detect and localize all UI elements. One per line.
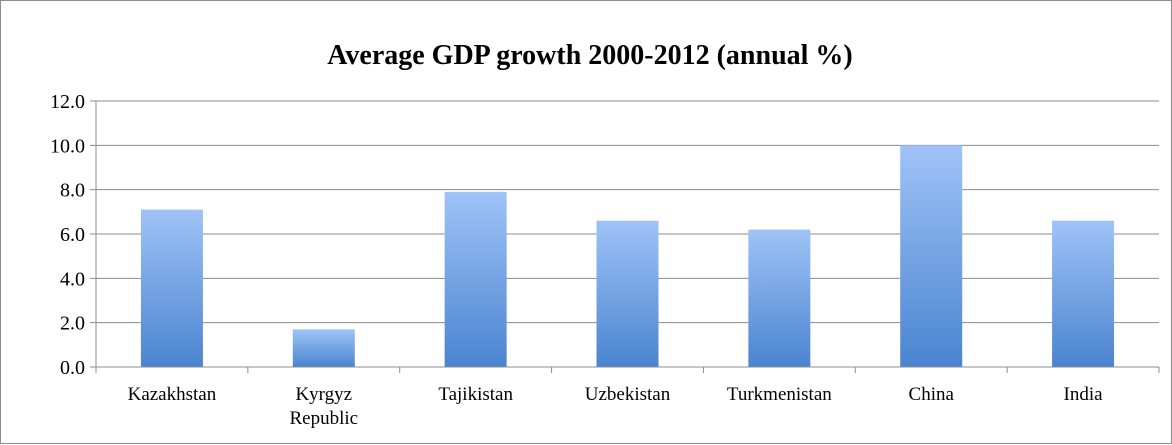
x-category-label: Uzbekistan — [585, 384, 671, 405]
x-category-labels: Kazakhstan Kyrgyz Republic Tajikistan Uzbeki… — [128, 384, 1104, 429]
bar — [900, 145, 963, 367]
axes — [95, 101, 1160, 373]
bar — [140, 209, 203, 367]
y-tick-label: 12.0 — [50, 91, 85, 113]
x-category-label: Kyrgyz — [295, 384, 352, 405]
y-tick-label: 2.0 — [60, 313, 85, 335]
y-tick-label: 8.0 — [60, 180, 85, 202]
y-tick-label: 6.0 — [60, 224, 85, 246]
x-category-label: Kazakhstan — [128, 384, 217, 405]
bar — [748, 229, 811, 367]
bar — [596, 220, 659, 367]
y-tick-labels: 0.0 2.0 4.0 6.0 8.0 10.0 12.0 — [50, 91, 85, 379]
x-category-label: Tajikistan — [438, 384, 513, 405]
bar — [292, 329, 355, 367]
chart-title: Average GDP growth 2000-2012 (annual %) — [327, 40, 853, 71]
y-tick-label: 4.0 — [60, 268, 85, 290]
x-category-label: Turkmenistan — [727, 384, 832, 405]
bar — [1052, 220, 1115, 367]
x-category-label: India — [1064, 384, 1104, 405]
bar — [444, 191, 507, 367]
x-category-label: Republic — [289, 408, 358, 429]
x-category-label: China — [909, 384, 955, 405]
y-tick-label: 10.0 — [50, 135, 85, 157]
y-tick-label: 0.0 — [60, 357, 85, 379]
bars — [140, 145, 1115, 367]
